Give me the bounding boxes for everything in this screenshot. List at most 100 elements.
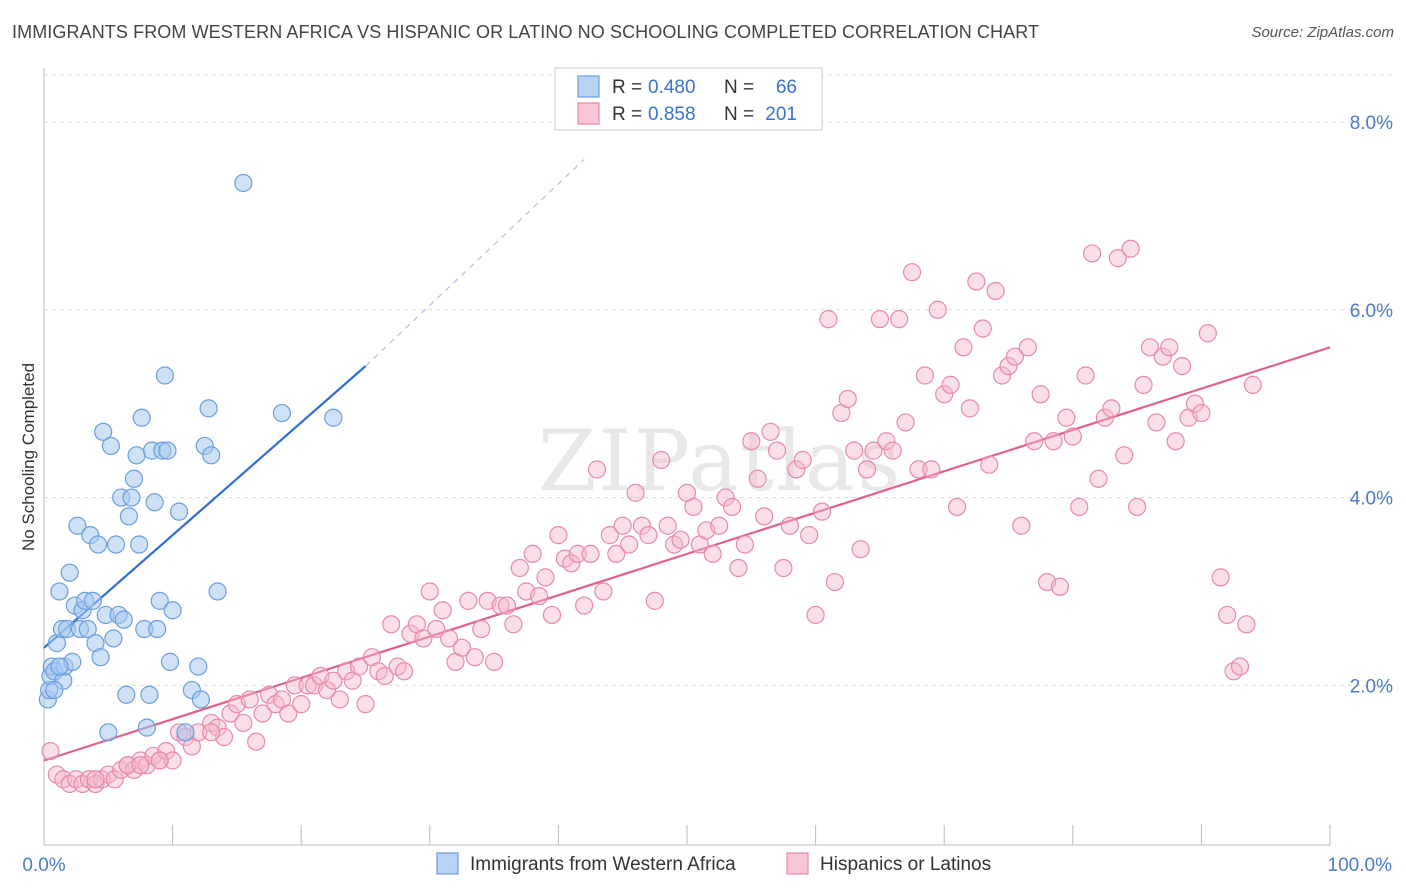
point-hispanics-84	[587, 460, 607, 479]
point-western-africa-14	[68, 516, 87, 535]
point-hispanics-136	[922, 460, 941, 479]
point-hispanics-165	[1108, 249, 1127, 268]
point-hispanics-187	[150, 751, 169, 770]
point-hispanics-57	[414, 629, 433, 648]
legend-r-value-2: 0.858	[648, 104, 696, 125]
point-western-africa-50	[160, 652, 180, 671]
point-hispanics-133	[902, 263, 922, 282]
point-hispanics-58	[420, 582, 439, 601]
point-western-africa-59	[202, 446, 221, 465]
point-hispanics-186	[202, 723, 221, 742]
point-hispanics-106	[729, 558, 748, 578]
point-hispanics-137	[928, 300, 947, 319]
point-western-africa-22	[88, 535, 108, 554]
point-hispanics-38	[292, 695, 311, 714]
point-hispanics-167	[1121, 239, 1140, 258]
point-hispanics-148	[999, 356, 1018, 376]
point-hispanics-132	[896, 413, 915, 432]
legend-n-label-2: N =	[724, 104, 754, 125]
point-hispanics-83	[581, 544, 600, 564]
point-hispanics-172	[1153, 347, 1172, 366]
point-hispanics-105	[722, 497, 742, 517]
point-western-africa-34	[119, 507, 138, 526]
legend-n-label-1: N =	[724, 77, 754, 98]
point-hispanics-111	[761, 422, 780, 441]
point-hispanics-92	[639, 526, 658, 545]
point-hispanics-117	[800, 526, 819, 545]
point-hispanics-168	[1127, 497, 1147, 517]
point-hispanics-179	[1198, 324, 1217, 343]
point-hispanics-72	[510, 558, 529, 578]
point-hispanics-126	[857, 460, 877, 479]
point-hispanics-109	[748, 469, 767, 488]
point-hispanics-127	[864, 441, 883, 460]
point-hispanics-189	[131, 756, 150, 775]
point-western-africa-63	[324, 408, 343, 427]
point-western-africa-26	[99, 723, 118, 742]
point-hispanics-116	[793, 450, 812, 470]
point-hispanics-155	[1044, 432, 1063, 451]
point-hispanics-113	[774, 558, 793, 578]
point-hispanics-130	[883, 441, 902, 460]
point-hispanics-144	[973, 319, 992, 338]
point-western-africa-61	[234, 173, 253, 193]
point-hispanics-107	[735, 535, 754, 554]
point-western-africa-56	[191, 690, 210, 709]
point-hispanics-112	[767, 441, 787, 460]
legend-r-value-1: 0.480	[648, 77, 696, 98]
point-hispanics-190	[86, 770, 105, 789]
point-hispanics-89	[620, 535, 639, 554]
point-hispanics-0	[41, 741, 60, 761]
point-hispanics-71	[504, 615, 523, 634]
point-hispanics-93	[645, 591, 664, 610]
point-hispanics-163	[1095, 408, 1115, 427]
point-western-africa-60	[208, 582, 227, 601]
chart-source: Source: ZipAtlas.com	[1251, 24, 1394, 41]
point-hispanics-123	[838, 389, 857, 409]
point-hispanics-91	[632, 516, 652, 535]
point-hispanics-108	[742, 432, 761, 451]
y-tick-label-0: 2.0%	[1350, 676, 1393, 697]
point-hispanics-18	[157, 741, 176, 761]
point-hispanics-156	[1050, 577, 1070, 596]
x-tick-labels: 0.0% 100.0%	[22, 855, 1392, 876]
point-hispanics-120	[819, 310, 838, 329]
point-hispanics-78	[549, 526, 568, 545]
point-western-africa-20	[83, 591, 102, 610]
point-western-africa-64	[50, 657, 69, 676]
y-tick-labels: 2.0% 4.0% 6.0% 8.0%	[1350, 113, 1393, 697]
point-hispanics-64	[459, 591, 478, 610]
point-hispanics-171	[1147, 413, 1166, 432]
point-western-africa-39	[132, 408, 151, 427]
point-hispanics-81	[568, 544, 587, 564]
point-western-africa-55	[189, 657, 208, 676]
point-western-africa-44	[145, 493, 164, 512]
point-hispanics-30	[240, 690, 259, 709]
point-western-africa-32	[114, 610, 133, 629]
point-hispanics-80	[562, 554, 581, 573]
point-hispanics-90	[626, 483, 645, 502]
point-hispanics-70	[497, 596, 517, 615]
point-western-africa-41	[137, 718, 156, 737]
point-hispanics-99	[684, 497, 703, 517]
point-western-africa-6	[50, 582, 69, 601]
point-western-africa-49	[158, 441, 177, 460]
point-hispanics-66	[472, 619, 491, 639]
bottom-legend-swatch-blue	[436, 852, 459, 875]
point-hispanics-31	[247, 732, 266, 751]
point-western-africa-62	[272, 403, 292, 423]
point-hispanics-121	[825, 572, 844, 592]
point-hispanics-104	[716, 488, 735, 507]
x-tick-label-1: 100.0%	[1328, 855, 1393, 876]
point-hispanics-141	[954, 338, 973, 357]
point-hispanics-169	[1134, 375, 1153, 394]
point-hispanics-77	[542, 605, 562, 625]
point-hispanics-131	[890, 310, 909, 329]
point-hispanics-145	[980, 455, 999, 474]
point-hispanics-54	[394, 662, 414, 681]
point-hispanics-19	[163, 751, 182, 770]
point-hispanics-188	[118, 756, 137, 775]
point-hispanics-42	[317, 680, 337, 700]
legend-swatch-blue	[577, 75, 600, 98]
point-western-africa-37	[127, 446, 146, 465]
